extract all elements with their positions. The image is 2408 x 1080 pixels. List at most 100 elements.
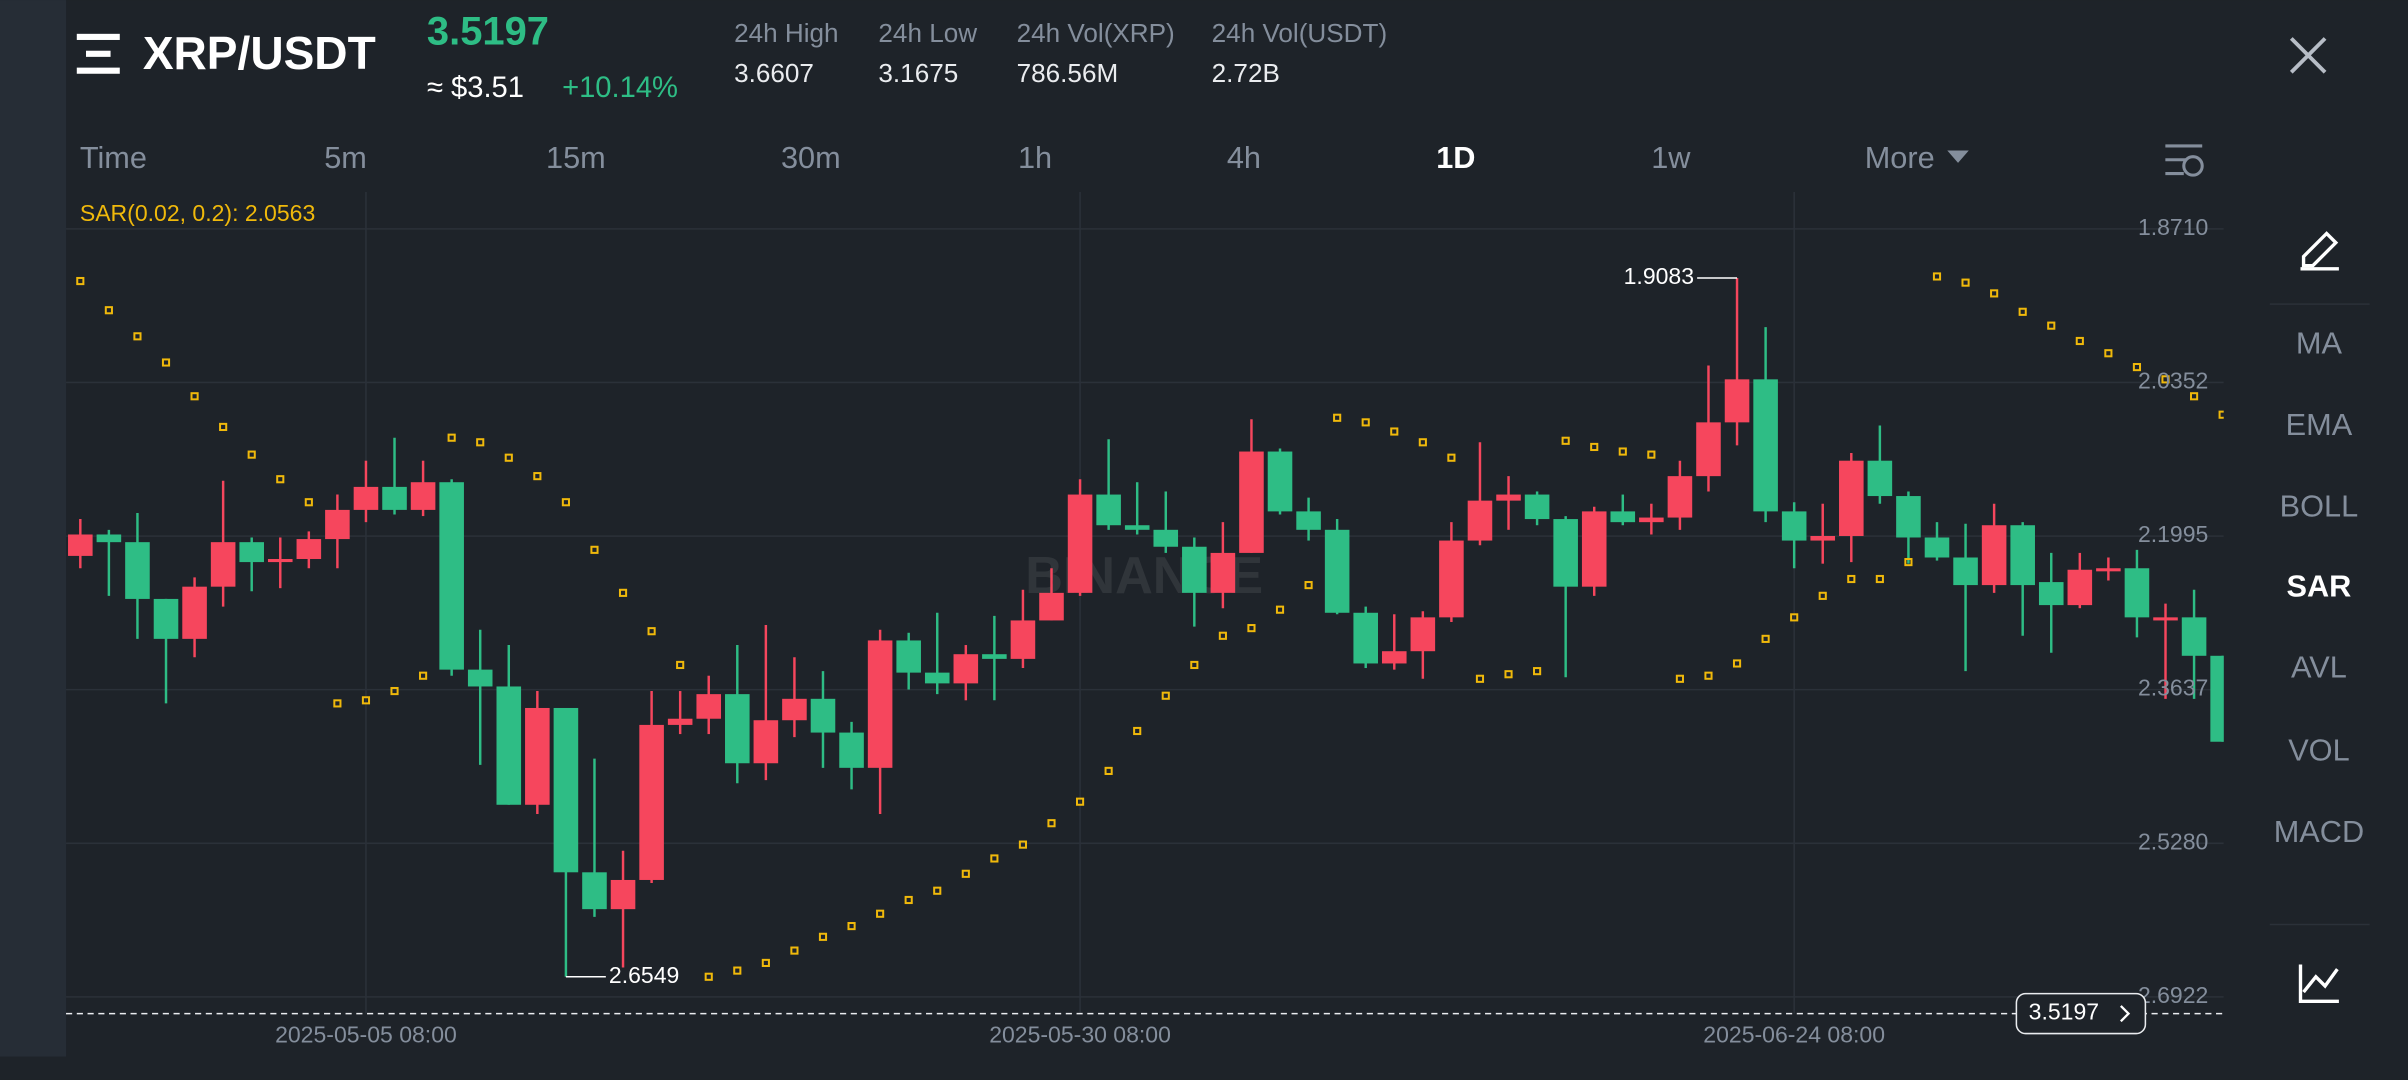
candle-body — [1353, 612, 1378, 664]
candle-body — [725, 694, 750, 764]
y-tick-label: 2.6922 — [2138, 982, 2208, 1008]
candle-body — [267, 558, 293, 563]
price-box-label: 3.5197 — [2029, 999, 2099, 1025]
sar-dot — [2132, 363, 2142, 372]
candle-body — [896, 640, 921, 673]
y-tick-label: 2.0352 — [2138, 367, 2208, 393]
candle-body — [610, 879, 636, 910]
sar-dot — [1590, 442, 1599, 452]
indicator-tab[interactable]: AVL — [2291, 650, 2347, 685]
pair[interactable]: XRP/USDT — [143, 27, 376, 79]
sar-dot — [1247, 624, 1256, 633]
sar-dot — [190, 392, 199, 401]
sar-dot — [76, 276, 85, 286]
sar-dot — [1704, 671, 1713, 680]
candle-body — [1553, 519, 1578, 587]
candle-body — [239, 542, 264, 563]
sar-dot — [1533, 667, 1542, 676]
indicator-tab[interactable]: BOLL — [2280, 488, 2359, 523]
candle-body — [1667, 476, 1693, 518]
sar-dot — [647, 627, 656, 636]
sar-dot — [1761, 634, 1770, 643]
sar-dot — [1932, 272, 1942, 281]
dropdown-arrow — [1947, 150, 1969, 163]
timeframe-tab[interactable]: More — [1865, 140, 1935, 175]
sar-dot — [304, 498, 313, 507]
sar-dot — [1618, 447, 1627, 456]
sar-dot — [219, 422, 228, 432]
indicator-tab[interactable]: EMA — [2286, 407, 2353, 442]
menu-icon[interactable] — [76, 33, 120, 74]
stat-label: 24h Vol(USDT) — [1212, 18, 1387, 48]
candle-body — [1696, 422, 1721, 477]
candle-body — [810, 698, 836, 733]
candle-body — [553, 707, 579, 873]
candle-body — [1410, 617, 1436, 652]
candle-body — [1924, 537, 1950, 558]
sar-dot — [1275, 605, 1285, 614]
sar-dot — [1304, 581, 1313, 590]
sar-dot — [104, 306, 113, 315]
sar-dot — [818, 932, 828, 941]
candle-body — [1896, 496, 1921, 538]
candle-body — [1867, 460, 1893, 497]
timeframe-tab[interactable]: 15m — [546, 140, 606, 175]
icon-stroke — [2298, 964, 2339, 1004]
candle-body — [1953, 557, 1978, 586]
indicator-tab[interactable]: VOL — [2288, 733, 2349, 768]
timeframe-tab[interactable]: 1D — [1436, 140, 1475, 175]
x-tick-label: 2025-05-05 08:00 — [275, 1022, 457, 1048]
price-box[interactable] — [2015, 992, 2147, 1035]
candle-body — [582, 872, 607, 910]
indicator-tab[interactable]: SAR — [2287, 568, 2352, 603]
sar-dot — [676, 660, 685, 670]
timeframe-tab[interactable]: 30m — [781, 140, 841, 175]
candle-body — [2181, 617, 2207, 656]
sar-dot — [761, 958, 770, 967]
candle-body — [525, 707, 550, 805]
timeframe-tab[interactable]: 4h — [1227, 140, 1261, 175]
sar-dot — [1361, 418, 1370, 427]
low-annotation: 2.6549 — [609, 962, 679, 988]
sar-dot — [961, 869, 970, 878]
candle-body — [68, 534, 93, 556]
candle-body — [1067, 494, 1093, 593]
sar-dot — [2047, 321, 2056, 330]
sar-dot — [133, 332, 142, 341]
indicator-tab[interactable]: MA — [2296, 326, 2343, 361]
sar-dot — [419, 671, 428, 680]
stat-value: 3.1675 — [878, 58, 958, 88]
timeframe-tab[interactable]: Time — [80, 140, 147, 175]
last-price: 3.5197 — [427, 9, 549, 53]
candle-body — [1239, 451, 1264, 553]
candle-body — [1610, 511, 1636, 523]
candle-body — [639, 724, 664, 880]
sar-dot — [476, 438, 485, 447]
candle-body — [1810, 535, 1836, 541]
menu-bar — [76, 67, 120, 74]
candle-body — [1153, 529, 1179, 547]
indicator-label: SAR(0.02, 0.2): 2.0563 — [80, 200, 315, 226]
draw-tool-icon[interactable] — [2300, 231, 2339, 271]
sar-dot — [1075, 797, 1085, 806]
sar-dot — [1218, 631, 1227, 640]
timeframe-tab[interactable]: 1w — [1651, 140, 1691, 175]
timeframe-tab[interactable]: 1h — [1018, 140, 1052, 175]
plot: BINANCE — [66, 192, 2224, 1014]
candle-body — [867, 640, 893, 768]
candle-body — [296, 539, 322, 559]
chart-type-icon[interactable] — [2298, 964, 2339, 1004]
indicator-tab[interactable]: MACD — [2274, 814, 2364, 849]
candle-body — [1781, 511, 1807, 541]
candle-body — [1296, 511, 1321, 530]
stat-value: 3.6607 — [734, 58, 814, 88]
sar-dot — [1561, 436, 1570, 445]
y-tick-label: 2.1995 — [2138, 521, 2208, 547]
settings-icon[interactable] — [2165, 144, 2204, 177]
y-tick-label: 2.3637 — [2138, 675, 2208, 701]
close-icon[interactable] — [2289, 37, 2327, 74]
sar-dot — [1790, 613, 1799, 622]
sar-dot — [276, 475, 285, 484]
timeframe-tab[interactable]: 5m — [324, 140, 367, 175]
